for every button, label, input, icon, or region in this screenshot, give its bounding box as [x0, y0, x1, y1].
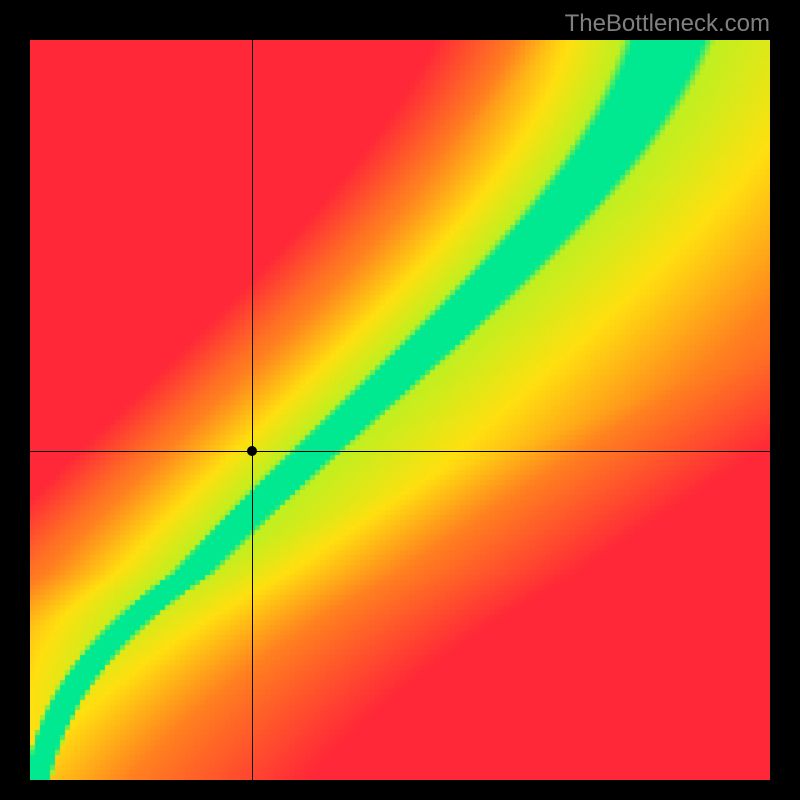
crosshair-horizontal	[30, 451, 770, 452]
marker-dot	[247, 446, 257, 456]
watermark-text: TheBottleneck.com	[565, 10, 770, 38]
chart-container: TheBottleneck.com	[0, 0, 800, 800]
crosshair-vertical	[252, 40, 253, 780]
heatmap-canvas	[30, 40, 770, 780]
plot-area	[30, 40, 770, 780]
